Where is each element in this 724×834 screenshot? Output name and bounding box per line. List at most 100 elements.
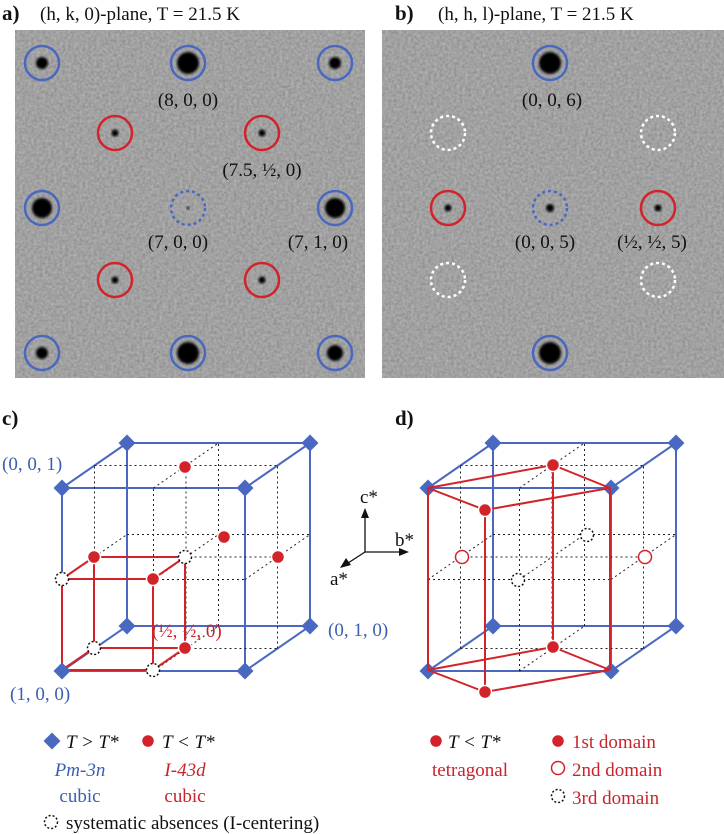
lattice-point [54, 571, 70, 587]
label: (0, 0, 1) [2, 454, 62, 475]
label: 3rd domain [572, 788, 660, 809]
lattice-point [484, 434, 502, 452]
cube-edge [427, 669, 486, 693]
lattice-point [667, 617, 685, 635]
diffraction-spot [325, 198, 345, 218]
cube-edge [519, 442, 585, 489]
lattice-point [667, 434, 685, 452]
peak-marker [429, 114, 467, 152]
label: (1, 0, 0) [10, 684, 70, 705]
label: (7.5, ½, 0) [222, 160, 301, 181]
cube-edge [519, 625, 585, 672]
lattice-point [550, 733, 566, 749]
label: (0, 1, 0) [328, 620, 388, 641]
cube-edge [153, 534, 219, 580]
diffraction-spot [258, 276, 266, 284]
diffraction-spot [186, 206, 190, 210]
cube-edge [153, 442, 219, 489]
label: 2nd domain [572, 760, 663, 781]
label: c* [360, 487, 378, 508]
label: a* [330, 569, 348, 590]
lattice-point [510, 572, 526, 588]
peak-marker [23, 189, 61, 227]
label: d) [395, 406, 414, 430]
peak-marker [23, 44, 61, 82]
diffraction-spot [327, 345, 343, 361]
lattice-point [301, 434, 319, 452]
label: cubic [164, 786, 205, 807]
cube-edge [552, 646, 611, 671]
diffraction-spot [539, 52, 561, 74]
label: (½, ½, 0) [152, 621, 222, 642]
label: b* [395, 530, 414, 551]
label: cubic [59, 786, 100, 807]
lattice-point [602, 662, 620, 680]
label: c) [2, 406, 18, 430]
peak-marker [316, 334, 354, 372]
peak-marker [96, 261, 134, 299]
lattice-point [301, 617, 319, 635]
lattice-point [43, 732, 61, 750]
peak-marker [429, 189, 467, 227]
cube-edge [610, 534, 677, 580]
peak-marker [169, 189, 207, 227]
lattice-point [637, 549, 653, 565]
label: 1st domain [572, 732, 656, 753]
lattice-point [236, 662, 254, 680]
peak-marker [639, 189, 677, 227]
lattice-point [545, 457, 561, 473]
diffraction-spot [177, 342, 199, 364]
lattice-point [140, 733, 156, 749]
diffraction-spot [654, 204, 662, 212]
cube-edge [552, 464, 611, 489]
lattice-point [145, 662, 161, 678]
label: T < T* [162, 732, 215, 753]
label: (8, 0, 0) [158, 90, 218, 111]
peak-marker [23, 334, 61, 372]
peak-marker [531, 44, 569, 82]
label: (0, 0, 6) [522, 90, 582, 111]
label: T > T* [66, 732, 119, 753]
label: (½, ½, 5) [617, 232, 687, 253]
diffraction-spot [111, 129, 119, 137]
lattice-point [177, 549, 193, 565]
label: (h, k, 0)-plane, T = 21.5 K [40, 4, 240, 25]
cube-edge [427, 487, 486, 511]
diffraction-spot [177, 52, 199, 74]
diffraction-spot [539, 342, 561, 364]
arrow-heads [340, 508, 409, 568]
lattice-point [454, 549, 470, 565]
peak-marker [531, 334, 569, 372]
peak-marker [429, 261, 467, 299]
label: (7, 0, 0) [148, 232, 208, 253]
cube-edge [519, 534, 585, 580]
cube-edge [484, 487, 611, 511]
peak-marker [639, 261, 677, 299]
cube-edge [427, 646, 554, 671]
lattice-point [118, 434, 136, 452]
cube-edge [244, 534, 311, 580]
image-noise [382, 30, 724, 378]
lattice-point [177, 459, 193, 475]
lattice-point [86, 549, 102, 565]
diffraction-spot [32, 198, 52, 218]
cube-edge [153, 625, 219, 672]
cube-edge [61, 534, 128, 580]
diffraction-spot [546, 204, 554, 212]
peak-marker [169, 44, 207, 82]
lattice-point [428, 733, 444, 749]
label: I-43d [163, 760, 206, 781]
diffraction-spot [329, 57, 341, 69]
label: b) [395, 1, 414, 25]
lattice-point [484, 617, 502, 635]
peak-marker [639, 114, 677, 152]
lattice-point [216, 529, 232, 545]
cube-edge [244, 442, 311, 489]
peak-marker [243, 261, 281, 299]
lattice-point [53, 479, 71, 497]
cube-edge [427, 464, 554, 489]
label: tetragonal [432, 760, 508, 781]
peak-marker [96, 114, 134, 152]
